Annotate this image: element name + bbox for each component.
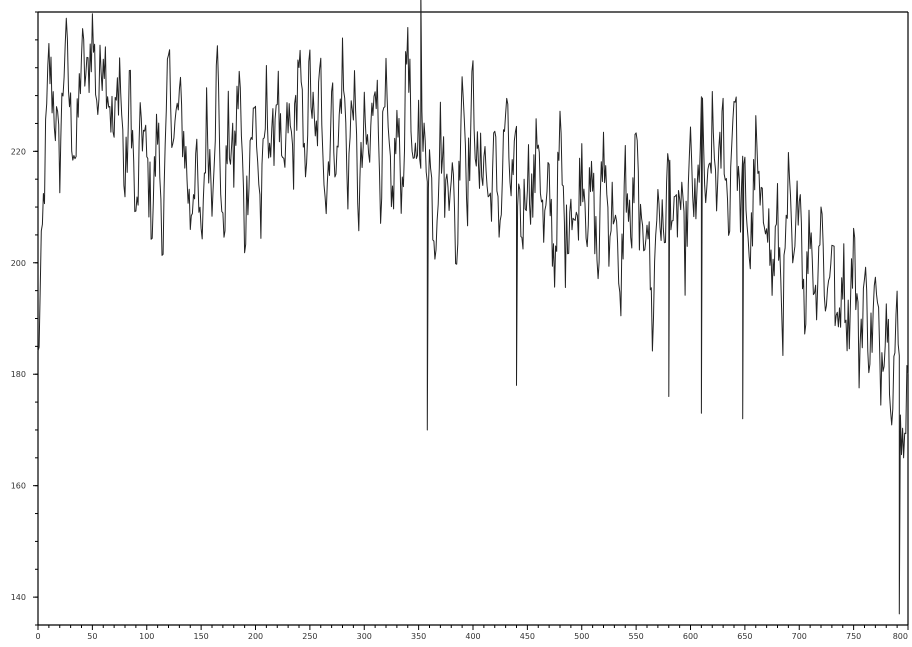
- x-tick-label: 800: [893, 632, 908, 641]
- x-tick-label: 150: [193, 632, 208, 641]
- y-tick-label: 220: [11, 147, 26, 156]
- x-tick-label: 250: [302, 632, 317, 641]
- x-tick-label: 550: [628, 632, 643, 641]
- x-tick-label: 100: [139, 632, 154, 641]
- x-tick-label: 500: [574, 632, 589, 641]
- y-tick-label: 180: [11, 370, 26, 379]
- series-line: [37, 0, 909, 615]
- y-tick-label: 160: [11, 482, 26, 491]
- y-ticks: 140 160 180 200 220: [11, 11, 38, 626]
- x-tick-label: 400: [465, 632, 480, 641]
- plot-area: 0 50 100 150 200 250 300 350 400 450 500 550 600 650 7…: [11, 0, 909, 641]
- x-tick-label: 650: [737, 632, 752, 641]
- x-tick-label: 200: [248, 632, 263, 641]
- x-tick-label: 300: [357, 632, 372, 641]
- x-tick-label: 600: [683, 632, 698, 641]
- x-tick-label: 700: [792, 632, 807, 641]
- x-tick-label: 50: [87, 632, 97, 641]
- x-tick-label: 0: [35, 632, 40, 641]
- x-tick-label: 450: [520, 632, 535, 641]
- x-ticks: 0 50 100 150 200 250 300 350 400 450 500 550 600 650 7…: [35, 625, 909, 641]
- y-tick-label: 140: [11, 593, 26, 602]
- x-tick-label: 750: [846, 632, 861, 641]
- x-tick-label: 350: [411, 632, 426, 641]
- y-tick-label: 200: [11, 259, 26, 268]
- series-group: [37, 0, 909, 615]
